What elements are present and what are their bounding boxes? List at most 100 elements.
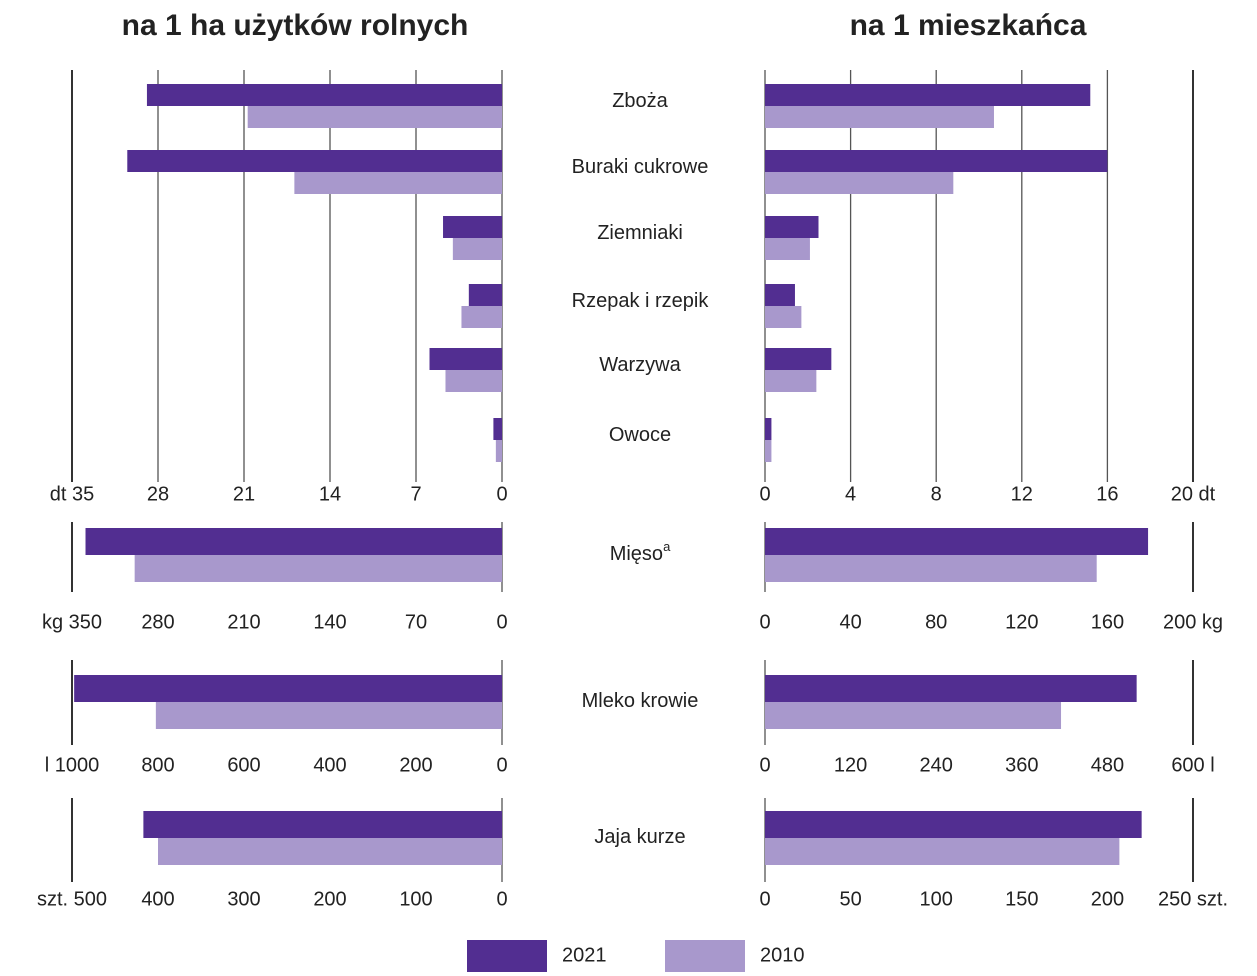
category-name: Zboża: [612, 90, 668, 112]
x-tick-label: 600: [227, 754, 260, 776]
legend-swatch: [467, 940, 547, 972]
legend-label: 2010: [760, 944, 805, 966]
bar: [765, 838, 1120, 865]
legend-label: 2021: [562, 944, 607, 966]
x-tick-label: 0: [496, 754, 507, 776]
x-tick-label: kg 350: [42, 611, 102, 633]
x-tick-label: 0: [759, 754, 770, 776]
right-title: na 1 mieszkańca: [850, 9, 1087, 42]
category-label: Owoce: [609, 424, 671, 446]
x-tick-label: 80: [925, 611, 947, 633]
x-tick-label: 28: [147, 483, 169, 505]
bar: [765, 106, 994, 128]
x-tick-label: 0: [759, 611, 770, 633]
bar: [765, 555, 1097, 582]
bar: [443, 216, 502, 238]
x-tick-label: l 1000: [45, 754, 100, 776]
category-label: Rzepak i rzepik: [572, 290, 710, 312]
bar: [495, 440, 502, 462]
category-name: Rzepak i rzepik: [572, 290, 710, 312]
bar: [468, 284, 502, 306]
category-name: Ziemniaki: [597, 222, 683, 244]
bar: [445, 370, 502, 392]
bar: [247, 106, 502, 128]
x-tick-label: 300: [227, 888, 260, 910]
x-tick-label: 600 l: [1171, 754, 1214, 776]
category-name: Jaja kurze: [594, 826, 685, 848]
x-tick-label: 100: [920, 888, 953, 910]
category-label: Mięsoa: [610, 539, 671, 565]
bar: [765, 440, 772, 462]
bar: [158, 838, 502, 865]
x-tick-label: 200: [313, 888, 346, 910]
bar: [765, 172, 954, 194]
footnote-mark: a: [663, 539, 671, 554]
x-tick-label: 400: [141, 888, 174, 910]
bar: [146, 84, 502, 106]
x-tick-label: 200: [399, 754, 432, 776]
x-tick-label: 160: [1091, 611, 1124, 633]
x-tick-label: 250 szt.: [1158, 888, 1228, 910]
bar: [765, 370, 817, 392]
x-tick-label: 120: [834, 754, 867, 776]
category-name: Mleko krowie: [582, 690, 699, 712]
category-label: Warzywa: [599, 354, 681, 376]
bar: [765, 528, 1149, 555]
x-tick-label: 100: [399, 888, 432, 910]
bar: [765, 675, 1137, 702]
bar: [143, 811, 502, 838]
x-tick-label: 7: [410, 483, 421, 505]
x-tick-label: 14: [319, 483, 341, 505]
bar: [461, 306, 502, 328]
bar: [294, 172, 502, 194]
bar: [127, 150, 503, 172]
bar: [452, 238, 502, 260]
bar: [765, 306, 802, 328]
category-label: Buraki cukrowe: [572, 156, 709, 178]
category-label: Ziemniaki: [597, 222, 683, 244]
x-tick-label: 70: [405, 611, 427, 633]
bar: [765, 238, 810, 260]
bar: [765, 348, 832, 370]
bar: [765, 150, 1108, 172]
bar: [74, 675, 503, 702]
x-tick-label: 50: [839, 888, 861, 910]
bar: [765, 84, 1091, 106]
x-tick-label: 21: [233, 483, 255, 505]
x-tick-label: dt 35: [50, 483, 94, 505]
bar: [765, 216, 819, 238]
left-title: na 1 ha użytków rolnych: [122, 9, 469, 42]
x-tick-label: 120: [1005, 611, 1038, 633]
x-tick-label: 0: [759, 888, 770, 910]
x-tick-label: 0: [759, 483, 770, 505]
x-tick-label: 8: [931, 483, 942, 505]
x-tick-label: 0: [496, 611, 507, 633]
category-label: Jaja kurze: [594, 826, 685, 848]
x-tick-label: 200 kg: [1163, 611, 1223, 633]
x-tick-label: 280: [141, 611, 174, 633]
legend-swatch: [665, 940, 745, 972]
x-tick-label: 12: [1011, 483, 1033, 505]
x-tick-label: 480: [1091, 754, 1124, 776]
bar: [765, 811, 1142, 838]
x-tick-label: 140: [313, 611, 346, 633]
x-tick-label: 20 dt: [1171, 483, 1216, 505]
bar: [429, 348, 502, 370]
x-tick-label: 0: [496, 888, 507, 910]
x-tick-label: 16: [1096, 483, 1118, 505]
x-tick-label: 150: [1005, 888, 1038, 910]
category-name: Warzywa: [599, 354, 681, 376]
x-tick-label: 4: [845, 483, 856, 505]
x-tick-label: 0: [496, 483, 507, 505]
x-tick-label: 400: [313, 754, 346, 776]
category-name: Buraki cukrowe: [572, 156, 709, 178]
bar: [765, 702, 1062, 729]
category-label: Zboża: [612, 90, 668, 112]
category-name: Mięso: [610, 543, 663, 565]
x-tick-label: 40: [839, 611, 861, 633]
bar: [765, 418, 772, 440]
bar: [85, 528, 502, 555]
bar: [134, 555, 502, 582]
x-tick-label: 200: [1091, 888, 1124, 910]
